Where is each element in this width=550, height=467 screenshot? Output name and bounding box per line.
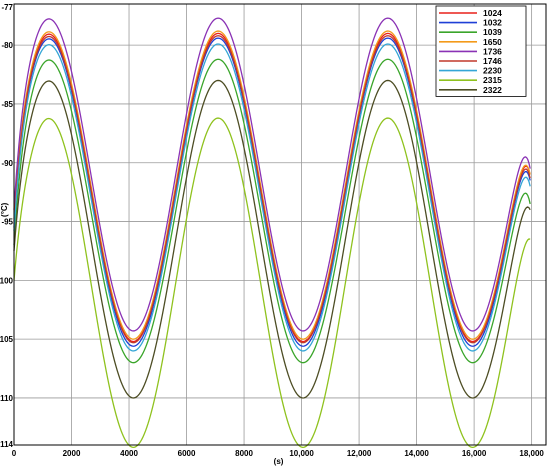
legend-label: 2230 <box>483 66 502 76</box>
series-line-2322 <box>13 79 531 399</box>
legend-label: 1746 <box>483 56 502 66</box>
y-tick-label: -85 <box>1 100 13 109</box>
legend-label: 2322 <box>483 85 502 95</box>
series-line-2315 <box>13 117 531 449</box>
legend-label: 1650 <box>483 37 502 47</box>
x-axis-ticks: 0 2000 4000 6000 8000 10,000 12,000 14,000 16,00… <box>12 449 545 458</box>
x-tick-label: 2000 <box>63 449 81 458</box>
x-axis-label: (s) <box>274 457 284 466</box>
plot-frame <box>13 3 547 446</box>
x-tick-label: 12,000 <box>347 449 372 458</box>
x-tick-label: 4000 <box>120 449 138 458</box>
y-top-tick-label: -77 <box>1 3 13 12</box>
y-tick-label: -100 <box>0 276 14 285</box>
legend-label: 1024 <box>483 8 502 18</box>
x-tick-label: 8000 <box>235 449 253 458</box>
y-tick-label: -95 <box>1 218 13 227</box>
x-tick-label: 0 <box>12 449 17 458</box>
legend-label: 1032 <box>483 18 502 28</box>
y-axis-ticks: -114 -110 -105 -100 -95 -90 -85 -80 <box>0 41 14 449</box>
y-tick-label: -114 <box>0 440 14 449</box>
y-axis-label: (°C) <box>0 202 9 217</box>
y-tick-label: -90 <box>1 159 13 168</box>
legend-box <box>435 5 527 97</box>
series-line-1039 <box>13 58 531 364</box>
x-tick-label: 18,000 <box>519 449 544 458</box>
series-layer <box>13 17 531 449</box>
legend-label: 2315 <box>483 75 502 85</box>
series-line-1650 <box>13 30 531 340</box>
y-tick-label: -110 <box>0 394 14 403</box>
x-tick-label: 10,000 <box>289 449 314 458</box>
y-tick-label: -80 <box>1 41 13 50</box>
series-line-1746 <box>13 35 531 344</box>
y-tick-label: -105 <box>0 335 14 344</box>
series-line-2230 <box>13 43 531 352</box>
x-tick-label: 6000 <box>178 449 196 458</box>
x-tick-label: 16,000 <box>462 449 487 458</box>
legend-label: 1039 <box>483 27 502 37</box>
series-line-1736 <box>13 17 531 332</box>
legend-label: 1736 <box>483 46 502 56</box>
x-tick-label: 14,000 <box>404 449 429 458</box>
